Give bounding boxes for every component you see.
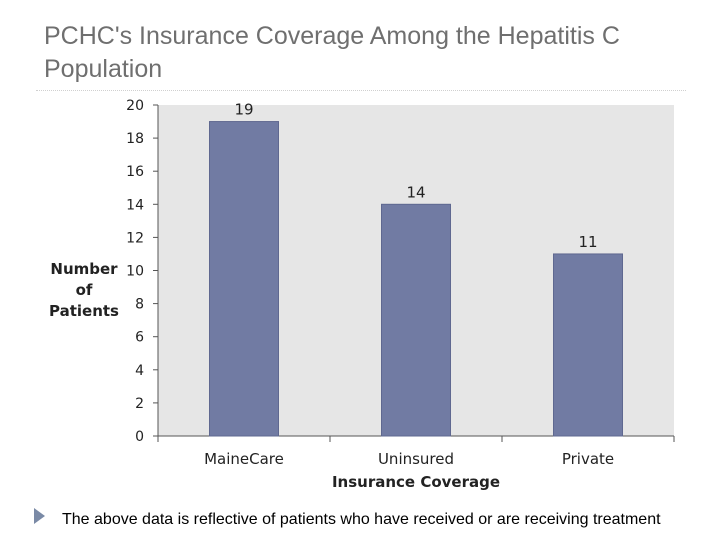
y-tick-label-2: 2 <box>135 396 144 412</box>
y-axis-label-line-2: of <box>76 281 93 299</box>
data-label-uninsured: 14 <box>406 183 425 201</box>
x-axis-label: Insurance Coverage <box>332 473 500 491</box>
data-label-mainecare: 19 <box>234 101 253 119</box>
slide-title: PCHC's Insurance Coverage Among the Hepa… <box>44 22 620 83</box>
title-divider <box>36 90 686 91</box>
category-label-private: Private <box>562 450 614 468</box>
y-tick-label-12: 12 <box>126 230 144 246</box>
footnote-text: The above data is reflective of patients… <box>62 511 661 528</box>
y-axis-label-line-1: Number <box>50 260 118 278</box>
y-tick-label-8: 8 <box>135 297 144 313</box>
y-axis-label-line-3: Patients <box>49 302 119 320</box>
y-tick-label-14: 14 <box>126 197 144 213</box>
category-label-uninsured: Uninsured <box>378 450 454 468</box>
y-tick-label-16: 16 <box>126 164 144 180</box>
bar-mainecare <box>209 121 279 437</box>
y-tick-label-0: 0 <box>135 429 144 445</box>
y-tick-label-4: 4 <box>135 363 144 379</box>
y-tick-label-6: 6 <box>135 330 144 346</box>
category-label-mainecare: MaineCare <box>204 450 284 468</box>
data-label-private: 11 <box>578 233 597 251</box>
y-tick-label-10: 10 <box>126 264 144 280</box>
y-tick-label-18: 18 <box>126 131 144 147</box>
bar-uninsured <box>381 203 451 437</box>
y-tick-label-20: 20 <box>126 98 144 114</box>
bar-private <box>553 253 623 437</box>
triangle-bullet-icon <box>34 508 45 524</box>
